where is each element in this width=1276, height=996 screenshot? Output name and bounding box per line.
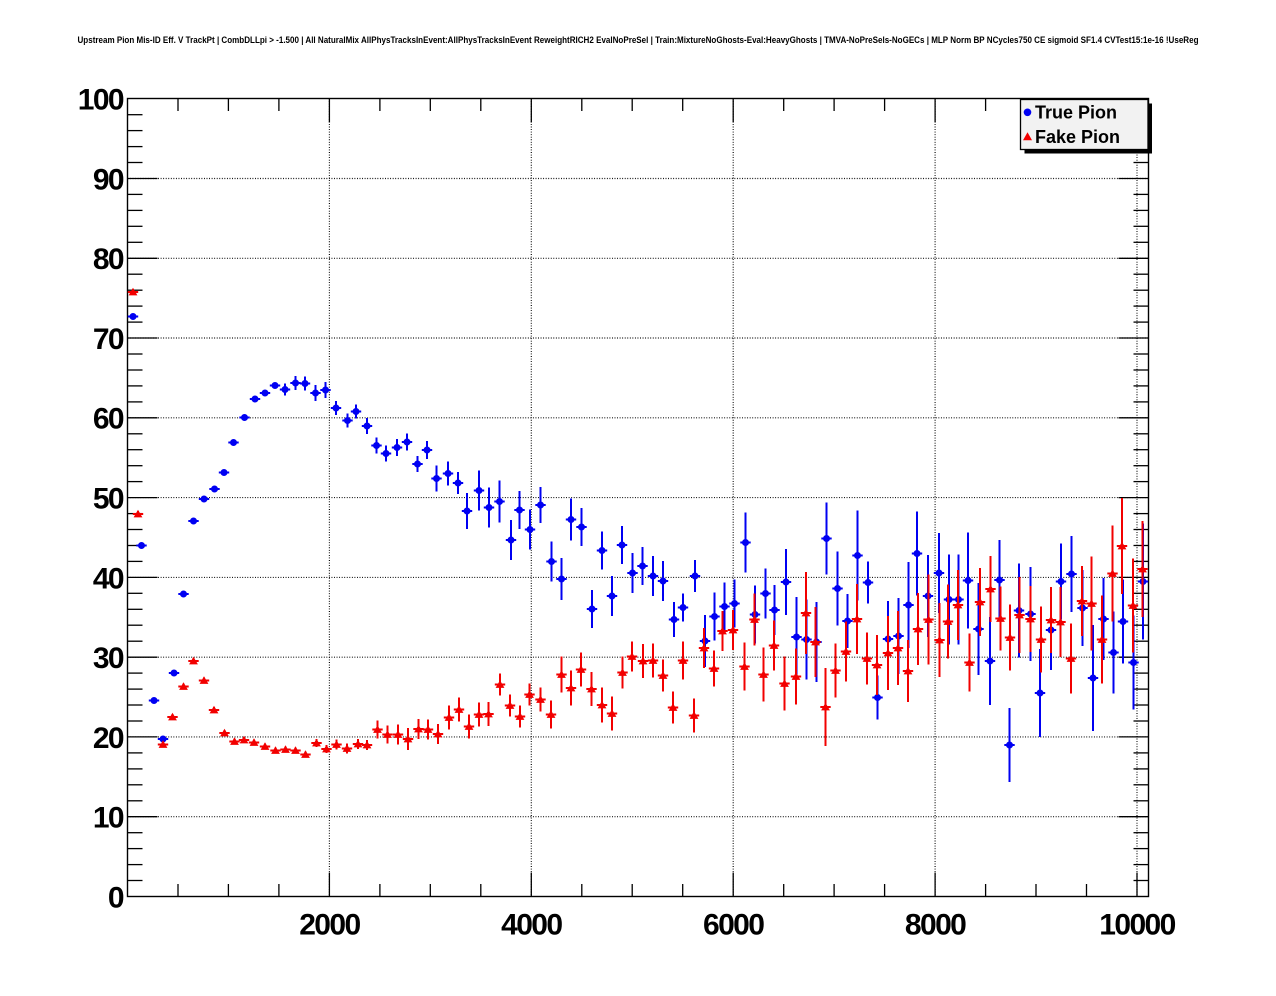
svg-text:True Pion: True Pion xyxy=(1035,103,1117,123)
svg-text:0: 0 xyxy=(108,881,124,914)
svg-text:90: 90 xyxy=(93,163,124,196)
svg-text:60: 60 xyxy=(93,403,124,436)
svg-text:8000: 8000 xyxy=(905,909,966,942)
svg-text:6000: 6000 xyxy=(703,909,764,942)
svg-text:80: 80 xyxy=(93,243,124,276)
svg-text:30: 30 xyxy=(93,642,124,675)
svg-text:40: 40 xyxy=(93,562,124,595)
svg-text:20: 20 xyxy=(93,722,124,755)
svg-text:2000: 2000 xyxy=(299,909,360,942)
svg-text:Upstream Pion Mis-ID Eff. V Tr: Upstream Pion Mis-ID Eff. V TrackPt | Co… xyxy=(78,35,1199,45)
svg-text:10: 10 xyxy=(93,802,124,835)
svg-text:Fake Pion: Fake Pion xyxy=(1035,127,1120,147)
svg-text:4000: 4000 xyxy=(501,909,562,942)
svg-text:70: 70 xyxy=(93,323,124,356)
svg-text:50: 50 xyxy=(93,483,124,516)
svg-text:100: 100 xyxy=(78,84,124,117)
svg-text:10000: 10000 xyxy=(1099,909,1175,942)
